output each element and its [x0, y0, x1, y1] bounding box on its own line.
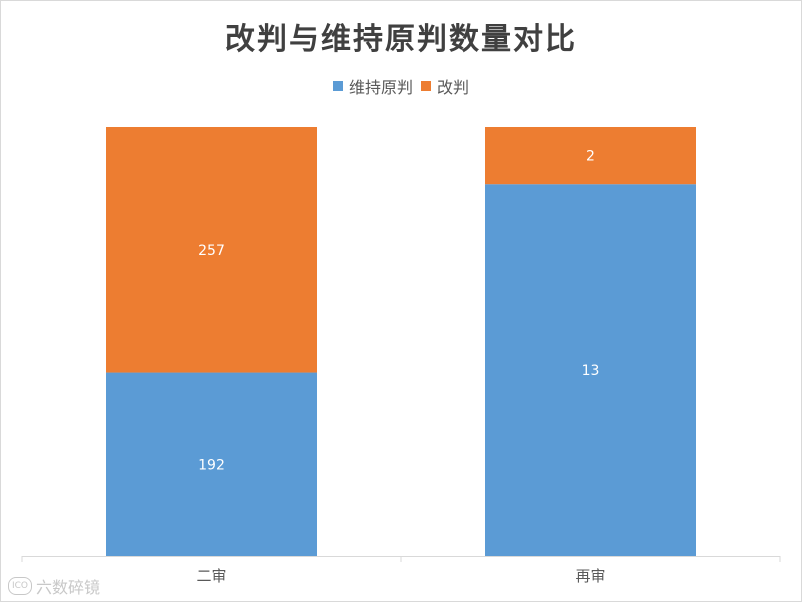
legend-label-maintain: 维持原判 — [348, 78, 413, 97]
x-tick-label-0: 二审 — [196, 567, 226, 585]
bar-1-1 — [485, 127, 696, 185]
data-label-1-0: 13 — [582, 363, 600, 379]
x-tick-label-1: 再审 — [575, 567, 605, 585]
legend-swatch-revise — [421, 81, 431, 91]
legend-swatch-maintain — [332, 81, 343, 91]
bar-0-1 — [106, 127, 317, 373]
bar-0-0 — [106, 372, 317, 556]
legend-label-revise: 改判 — [437, 78, 470, 97]
data-label-0-1: 257 — [198, 243, 225, 259]
bar-1-0 — [485, 184, 696, 556]
watermark: ICO 六数碎镜 — [8, 574, 100, 598]
data-label-0-0: 192 — [198, 457, 225, 473]
legend-item-maintain: 维持原判 — [332, 74, 413, 98]
watermark-text: 六数碎镜 — [36, 578, 101, 597]
chart-title: 改判与维持原判数量对比 — [225, 22, 577, 57]
data-label-1-1: 2 — [586, 149, 595, 165]
legend-item-revise: 改判 — [421, 74, 469, 98]
watermark-logo-icon: ICO — [8, 577, 32, 595]
chart-legend: 维持原判 改判 — [0, 74, 802, 98]
